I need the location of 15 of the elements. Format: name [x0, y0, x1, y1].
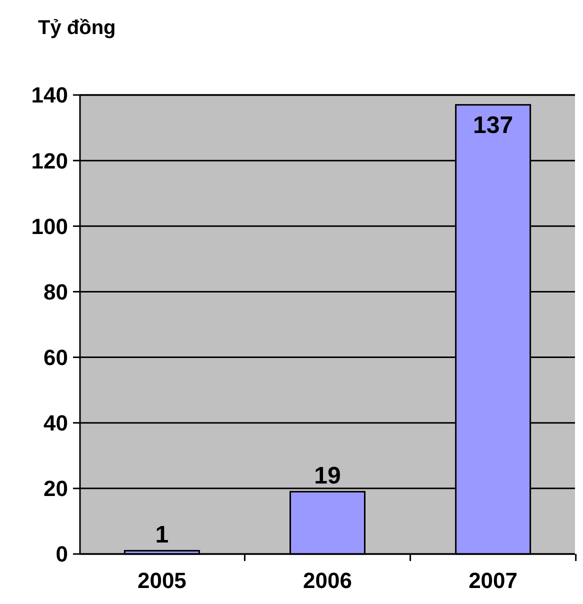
y-tick-label: 80 [44, 279, 68, 304]
x-tick-label: 2006 [303, 568, 352, 593]
data-label: 19 [314, 462, 341, 490]
y-tick-label: 0 [56, 542, 68, 567]
x-tick-label: 2005 [137, 568, 186, 593]
y-tick-label: 120 [31, 148, 68, 174]
y-tick-label: 100 [31, 214, 68, 239]
y-axis-title: Tỷ đồng [38, 17, 116, 39]
data-label: 1 [155, 522, 169, 549]
x-tick-label: 2007 [468, 568, 518, 593]
y-tick-label: 40 [44, 410, 68, 436]
y-tick-label: 140 [31, 82, 68, 108]
y-tick-label: 60 [44, 344, 68, 370]
data-label: 137 [473, 112, 514, 139]
y-tick-label: 20 [44, 476, 68, 502]
